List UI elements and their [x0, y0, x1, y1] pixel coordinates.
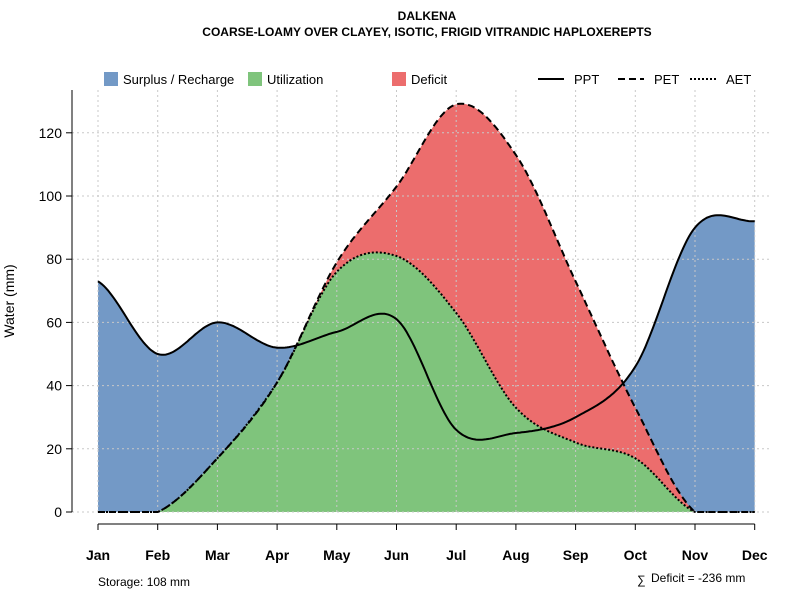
aet-line [98, 251, 755, 513]
y-tick-label: 0 [54, 504, 62, 520]
grid [72, 90, 770, 513]
x-tick-label: Oct [624, 547, 648, 563]
sum-symbol: ∑ [637, 573, 646, 587]
x-tick-label: Sep [563, 547, 589, 563]
legend-label: PPT [574, 72, 599, 87]
legend-swatch [248, 72, 262, 86]
x-tick-label: Aug [502, 547, 529, 563]
legend-label: Surplus / Recharge [123, 72, 234, 87]
x-tick-label: Jan [86, 547, 110, 563]
x-tick-label: May [323, 547, 350, 563]
legend-label: PET [654, 72, 679, 87]
x-tick-label: Apr [265, 547, 290, 563]
legend-swatch [104, 72, 118, 86]
y-tick-label: 100 [39, 188, 63, 204]
legend-label: Deficit [411, 72, 448, 87]
legend-label: Utilization [267, 72, 323, 87]
x-tick-label: Jun [384, 547, 409, 563]
y-tick-label: 60 [46, 314, 62, 330]
utilization-area [98, 252, 755, 512]
deficit-total-label: Deficit = -236 mm [651, 571, 745, 585]
legend-swatch [392, 72, 406, 86]
y-tick-label: 120 [39, 125, 63, 141]
legend: Surplus / Recharge Utilization Deficit PPT P… [104, 72, 751, 87]
legend-label: AET [726, 72, 751, 87]
chart-title: DALKENA [398, 9, 457, 23]
y-axis-label: Water (mm) [1, 264, 17, 337]
x-tick-label: Jul [446, 547, 466, 563]
x-tick-label: Nov [682, 547, 709, 563]
x-tick-label: Dec [742, 547, 768, 563]
x-tick-label: Mar [205, 547, 230, 563]
storage-label: Storage: 108 mm [98, 575, 190, 589]
ppt-line [97, 214, 755, 441]
y-tick-label: 20 [46, 441, 62, 457]
x-tick-label: Feb [145, 547, 170, 563]
chart-subtitle: COARSE-LOAMY OVER CLAYEY, ISOTIC, FRIGID… [202, 25, 651, 39]
y-tick-label: 80 [46, 251, 62, 267]
y-tick-label: 40 [46, 378, 62, 394]
